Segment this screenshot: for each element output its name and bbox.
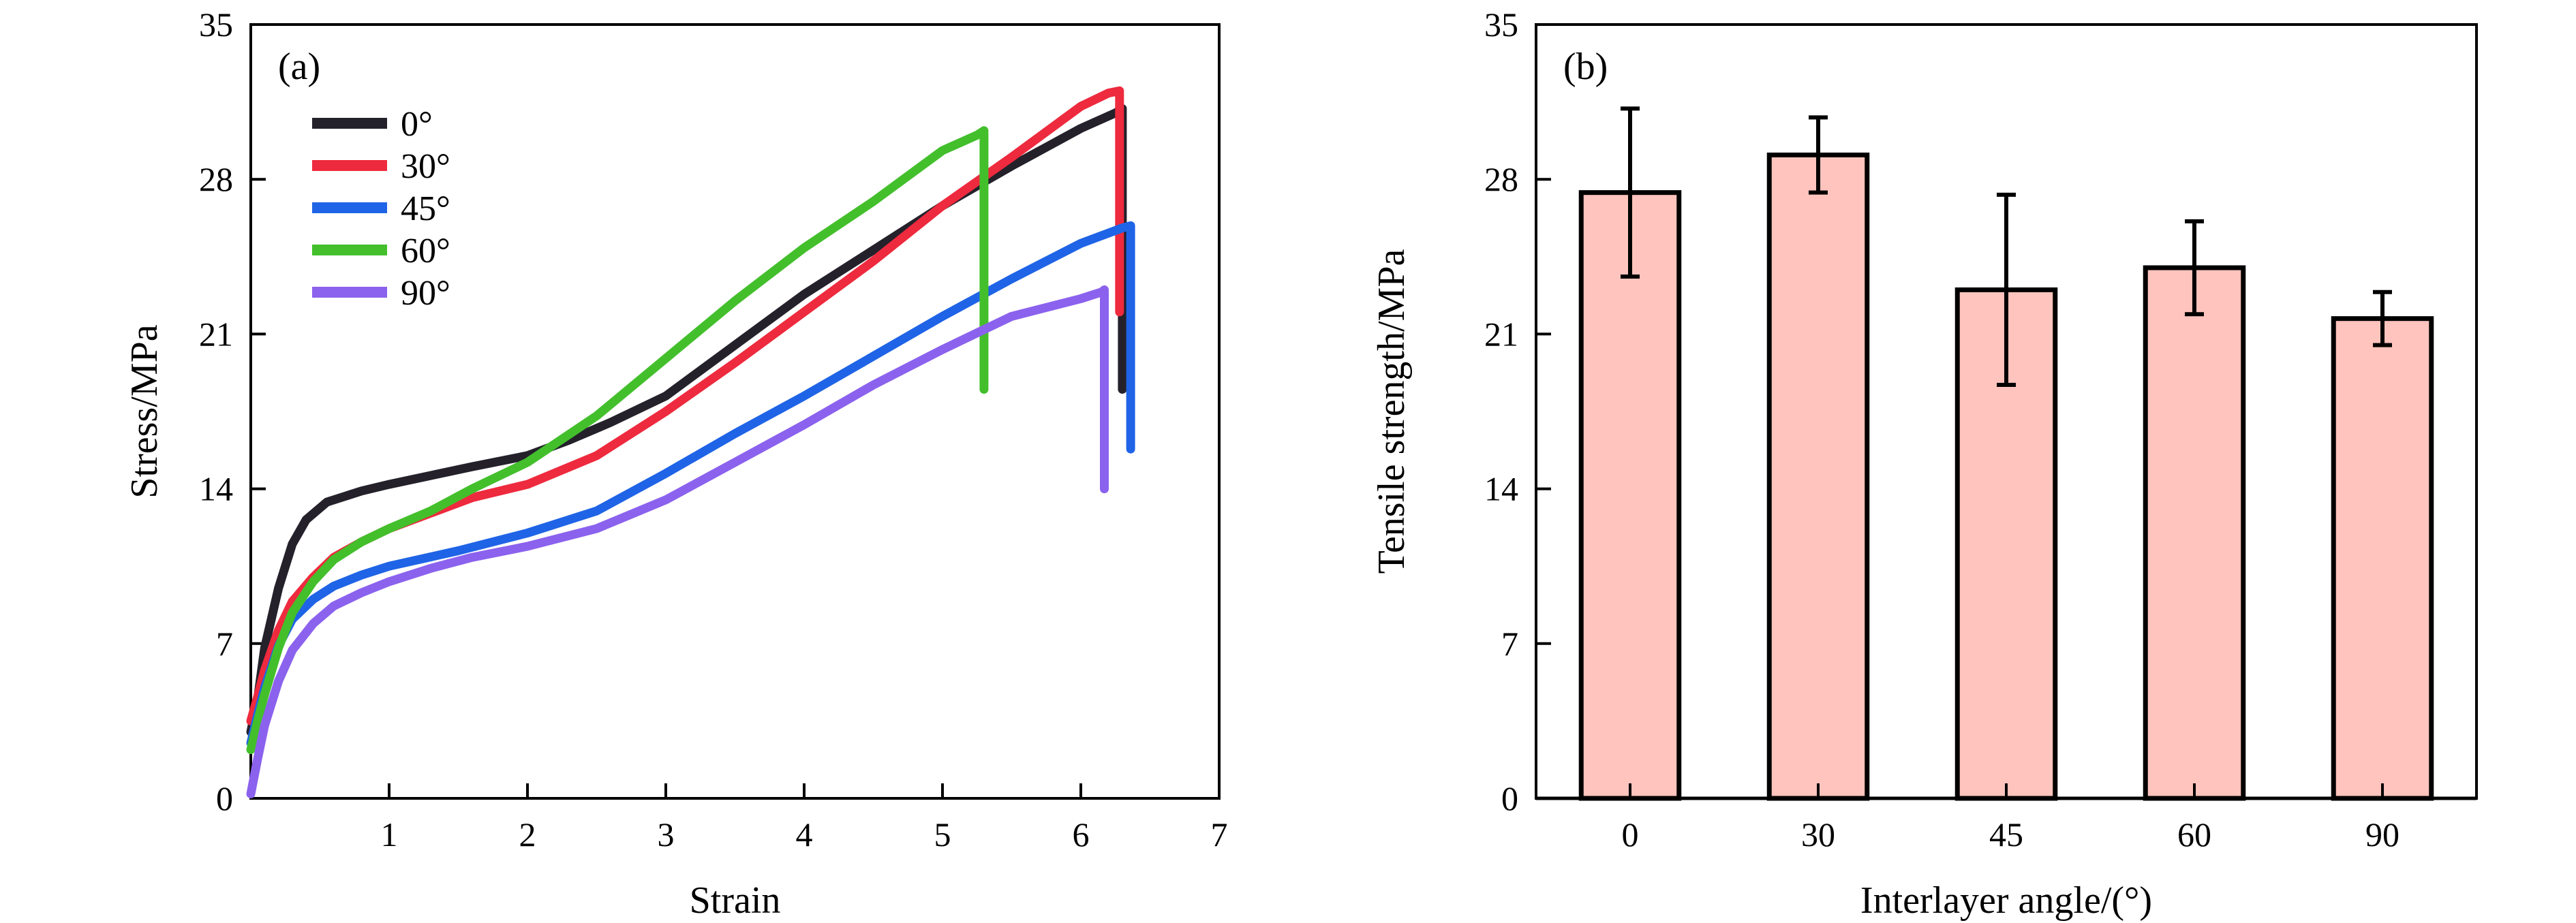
y-tick-label-a: 7 bbox=[216, 625, 233, 663]
x-tick-label-a: 2 bbox=[519, 815, 536, 854]
tensile-strength-chart: 0 7 14 21 28 35 0 30 45 60 90 Interlayer angle/(°) T… bbox=[1370, 5, 2478, 922]
x-tick-label-a: 7 bbox=[1211, 815, 1228, 854]
panel-label-a: (a) bbox=[278, 46, 320, 88]
y-axis-title-b: Tensile strength/MPa bbox=[1370, 249, 1413, 574]
x-tick-label-b: 0 bbox=[1622, 815, 1639, 854]
x-tick-label-b: 45 bbox=[1989, 815, 2023, 854]
x-axis-title-b: Interlayer angle/(°) bbox=[1860, 879, 2152, 922]
x-tick-label-a: 6 bbox=[1073, 815, 1090, 854]
y-tick-label-a: 28 bbox=[199, 160, 233, 198]
series-line-4 bbox=[246, 285, 1109, 798]
bar-60 bbox=[2143, 265, 2246, 801]
x-tick-label-b: 60 bbox=[2177, 815, 2211, 854]
bar-30 bbox=[1766, 152, 1870, 801]
plot-frame-a bbox=[249, 23, 1221, 800]
y-tick-label-b: 14 bbox=[1484, 470, 1518, 508]
legend-label-1: 30° bbox=[401, 147, 450, 186]
legend-label-4: 90° bbox=[401, 274, 450, 313]
y-tick-label-b: 28 bbox=[1484, 160, 1518, 198]
y-tick-label-a: 14 bbox=[199, 470, 233, 508]
y-tick-label-a: 35 bbox=[199, 5, 233, 44]
x-tick-label-b: 90 bbox=[2365, 815, 2399, 854]
legend-label-0: 0° bbox=[401, 105, 433, 144]
y-tick-label-b: 7 bbox=[1501, 625, 1518, 663]
x-tick-label-a: 5 bbox=[934, 815, 951, 854]
x-tick-label-a: 1 bbox=[381, 815, 398, 854]
series-line-3 bbox=[246, 126, 989, 755]
y-tick-label-b: 21 bbox=[1484, 315, 1518, 353]
stress-strain-chart: 1 2 3 4 5 6 7 0 7 14 21 28 35 Strain Stress/MPa (a) 0°30… bbox=[123, 5, 1228, 922]
series-line-0 bbox=[246, 104, 1127, 737]
bar-90 bbox=[2331, 316, 2434, 801]
x-tick-label-a: 4 bbox=[796, 815, 813, 854]
panel-label-b: (b) bbox=[1563, 46, 1608, 88]
x-tick-label-a: 3 bbox=[658, 815, 675, 854]
series-line-1 bbox=[246, 86, 1124, 725]
x-tick-label-b: 30 bbox=[1801, 815, 1835, 854]
legend-label-3: 60° bbox=[401, 232, 450, 270]
y-tick-label-b: 0 bbox=[1501, 779, 1518, 817]
legend-label-2: 45° bbox=[401, 189, 450, 228]
bar-0 bbox=[1578, 190, 1682, 801]
y-tick-label-a: 21 bbox=[199, 315, 233, 353]
y-axis-title-a: Stress/MPa bbox=[123, 324, 166, 498]
y-tick-label-a: 0 bbox=[216, 779, 233, 817]
x-axis-title-a: Strain bbox=[690, 879, 781, 922]
y-tick-label-b: 35 bbox=[1484, 5, 1518, 44]
